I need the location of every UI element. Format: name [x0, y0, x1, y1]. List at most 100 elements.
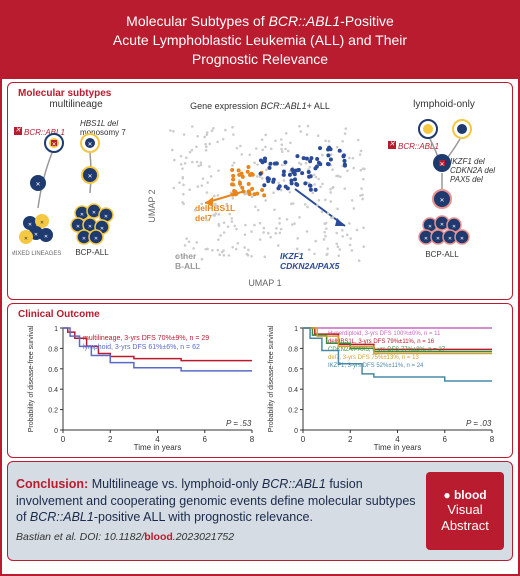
svg-text:0: 0: [294, 428, 298, 435]
multilineage-title: multilineage: [12, 99, 140, 110]
bcpall-left-label: BCP-ALL: [75, 248, 109, 257]
conclusion-pre: Multilineage vs. lymphoid-only: [88, 477, 262, 491]
svg-text:0: 0: [300, 435, 305, 444]
svg-text:delHBS1L, 3-yrs DFS 79%±11%, n: delHBS1L, 3-yrs DFS 79%±11%, n = 16: [328, 339, 435, 345]
svg-text:✕: ✕: [452, 224, 456, 230]
svg-text:0.6: 0.6: [48, 366, 58, 373]
svg-text:✕: ✕: [439, 198, 444, 204]
svg-text:1: 1: [294, 326, 298, 333]
svg-text:P = .53: P = .53: [226, 419, 252, 428]
svg-text:✕: ✕: [428, 224, 432, 230]
ball-legend: B-ALL: [175, 261, 201, 271]
title-line3: Prognostic Relevance: [192, 51, 328, 67]
svg-text:0.2: 0.2: [48, 407, 58, 414]
svg-text:✕: ✕: [44, 234, 48, 240]
svg-text:✕: ✕: [76, 224, 80, 230]
conclusion-lead: Conclusion:: [16, 477, 88, 491]
title-line1-italic: BCR::ABL1: [269, 13, 341, 29]
svg-text:✕: ✕: [448, 236, 452, 242]
molecular-subtypes-panel: Molecular subtypes multilineage BCR::ABL…: [7, 82, 513, 300]
conclusion-it1: BCR::ABL1: [262, 477, 326, 491]
svg-text:0.4: 0.4: [48, 387, 58, 394]
umap-scatter: Gene expression BCR::ABL1+ ALL UMAP 2 UM…: [140, 99, 380, 297]
svg-text:IKZF1, 3-yrs DFS 52%±11%, n =: IKZF1, 3-yrs DFS 52%±11%, n = 24: [328, 363, 424, 369]
svg-text:0.4: 0.4: [288, 387, 298, 394]
title-line1-pre: Molecular Subtypes of: [126, 13, 268, 29]
svg-text:0.2: 0.2: [288, 407, 298, 414]
svg-text:8: 8: [489, 435, 494, 444]
mixed-label: MIXED LINEAGES: [12, 251, 61, 257]
svg-text:✕: ✕: [24, 236, 28, 242]
svg-text:6: 6: [202, 435, 207, 444]
lymphoid-title: lymphoid-only: [380, 99, 508, 110]
clinical-label: Clinical Outcome: [12, 306, 508, 320]
svg-text:✕: ✕: [35, 182, 40, 188]
conclusion-it2: BCR::ABL1: [30, 510, 94, 524]
svg-text:1: 1: [54, 326, 58, 333]
title-line2: Acute Lymphoblastic Leukemia (ALL) and T…: [113, 32, 407, 48]
km-plot-right: 0246800.20.40.60.81Time in yearsProbabil…: [263, 322, 498, 452]
umap1-label: UMAP 1: [248, 278, 281, 288]
del7-legend: del7: [195, 213, 212, 223]
mixed-lineage-cluster: ✕ ✕ ✕ ✕ ✕: [19, 214, 53, 244]
svg-text:✕: ✕: [92, 210, 96, 216]
badge-l1: Visual: [447, 502, 482, 518]
svg-text:Time in years: Time in years: [373, 443, 421, 452]
svg-text:Probability of disease-free su: Probability of disease-free survival: [268, 325, 275, 432]
svg-text:CDKN2A/PAX5, 3-yrs DFS 77%±8%,: CDKN2A/PAX5, 3-yrs DFS 77%±8%, n = 27: [328, 347, 446, 353]
lymphoid-only-diagram: lymphoid-only BCR::ABL1 IKZF1 del CDKN2A…: [380, 99, 508, 297]
svg-text:✕: ✕: [80, 212, 84, 218]
multilineage-diagram: multilineage BCR::ABL1 HBS1L del monosom…: [12, 99, 140, 297]
svg-text:✕: ✕: [34, 232, 38, 238]
svg-text:✕: ✕: [104, 214, 108, 220]
conclusion-mid2: -positive ALL with prognostic relevance.: [94, 510, 313, 524]
svg-text:✕: ✕: [28, 222, 32, 228]
svg-text:multilineage, 3-yrs DFS 70%±9%: multilineage, 3-yrs DFS 70%±9%, n = 29: [83, 335, 209, 342]
svg-text:8: 8: [249, 435, 254, 444]
svg-text:✕: ✕: [439, 162, 444, 168]
badge-blood: ● blood: [443, 488, 486, 502]
svg-text:✕: ✕: [436, 236, 440, 242]
ikzf1-legend: IKZF1: [280, 251, 304, 261]
title-banner: Molecular Subtypes of BCR::ABL1-Positive…: [2, 2, 518, 79]
svg-text:lymphoid, 3-yrs DFS 61%±6%, n: lymphoid, 3-yrs DFS 61%±6%, n = 62: [83, 344, 200, 351]
svg-text:✕: ✕: [40, 220, 44, 226]
svg-text:✕: ✕: [51, 142, 56, 148]
badge-l2: Abstract: [441, 518, 489, 534]
svg-text:✕: ✕: [82, 236, 86, 242]
visual-abstract-badge: ● blood Visual Abstract: [426, 472, 504, 550]
svg-text:P = .03: P = .03: [466, 419, 492, 428]
svg-text:0.8: 0.8: [288, 346, 298, 353]
bcpall-right-label: BCP-ALL: [425, 250, 459, 259]
title-line1-post: -Positive: [340, 13, 394, 29]
conclusion-text: Conclusion: Multilineage vs. lymphoid-on…: [16, 476, 418, 544]
scatter-title-pre: Gene expression: [190, 101, 261, 111]
bcpall-left-cluster: ✕ ✕ ✕ ✕ ✕ ✕ ✕ ✕: [71, 204, 113, 244]
svg-text:0: 0: [54, 428, 58, 435]
svg-text:✕: ✕: [87, 174, 92, 180]
bcpall-right-cluster: ✕ ✕ ✕ ✕ ✕ ✕ ✕: [419, 216, 469, 244]
svg-text:Time in years: Time in years: [133, 443, 181, 452]
svg-text:2: 2: [108, 435, 113, 444]
svg-text:✕: ✕: [424, 236, 428, 242]
svg-text:2: 2: [348, 435, 353, 444]
umap2-label: UMAP 2: [147, 189, 157, 222]
svg-text:✕: ✕: [94, 236, 98, 242]
svg-text:Hyperdiploid, 3-yrs DFS 100%±0: Hyperdiploid, 3-yrs DFS 100%±0%, n = 11: [328, 331, 441, 337]
molecular-label: Molecular subtypes: [12, 85, 508, 99]
svg-text:Probability of disease-free su: Probability of disease-free survival: [28, 325, 35, 432]
scatter-title-post: + ALL: [307, 101, 330, 111]
cdkn2a-legend: CDKN2A/PAX5: [280, 261, 340, 271]
scatter-plot: UMAP 2 UMAP 1 delHBS1L del7 other B-ALL …: [145, 111, 375, 291]
svg-text:0.6: 0.6: [288, 366, 298, 373]
svg-text:✕: ✕: [88, 224, 92, 230]
svg-text:✕: ✕: [440, 222, 444, 228]
clinical-outcome-panel: Clinical Outcome 0246800.20.40.60.81Time…: [7, 303, 513, 458]
svg-text:del7, 3-yrs DFS 75%±13%, n = 1: del7, 3-yrs DFS 75%±13%, n = 13: [328, 355, 420, 361]
svg-text:✕: ✕: [87, 142, 92, 148]
citation: Bastian et al. DOI: 10.1182/blood.202302…: [16, 529, 418, 545]
svg-text:0.8: 0.8: [48, 346, 58, 353]
conclusion-panel: Conclusion: Multilineage vs. lymphoid-on…: [7, 461, 513, 561]
svg-text:0: 0: [60, 435, 65, 444]
svg-text:6: 6: [442, 435, 447, 444]
